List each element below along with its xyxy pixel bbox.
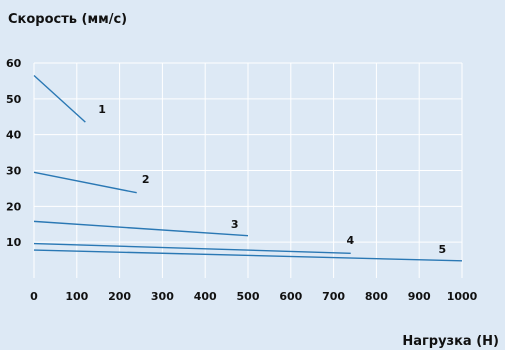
x-tick-label-5: 500 — [237, 290, 260, 303]
x-tick-label-4: 400 — [194, 290, 217, 303]
series-line-3 — [33, 220, 249, 237]
y-tick-label-5: 60 — [6, 57, 22, 70]
x-tick-label-8: 800 — [365, 290, 388, 303]
series-label-1: 1 — [98, 103, 106, 116]
y-tick-labels: 10 20 30 40 50 60 — [6, 57, 22, 249]
series-line-1 — [33, 75, 86, 123]
x-axis-label: Нагрузка (Н) — [402, 334, 499, 349]
y-axis-label: Скорость (мм/с) — [8, 12, 127, 27]
x-tick-labels: 0 100 200 300 400 500 600 700 800 900 1000 — [30, 290, 477, 303]
x-tick-label-0: 0 — [30, 290, 38, 303]
series-lines — [33, 75, 463, 262]
series-label-2: 2 — [142, 173, 150, 186]
x-tick-label-10: 1000 — [447, 290, 478, 303]
series-label-4: 4 — [346, 234, 354, 247]
x-tick-label-9: 900 — [408, 290, 431, 303]
y-tick-label-0: 10 — [6, 236, 22, 249]
series-label-5: 5 — [438, 243, 446, 256]
series-line-2 — [33, 171, 137, 194]
series-line-5 — [33, 249, 463, 262]
x-tick-label-6: 600 — [279, 290, 302, 303]
series-labels: 1 2 3 4 5 — [98, 103, 446, 256]
series-label-3: 3 — [231, 218, 239, 231]
series-line-4 — [33, 242, 351, 254]
y-tick-label-4: 50 — [6, 93, 22, 106]
y-tick-label-1: 20 — [6, 200, 22, 213]
x-tick-label-7: 700 — [322, 290, 345, 303]
x-tick-label-1: 100 — [65, 290, 88, 303]
gridlines — [33, 62, 463, 278]
x-tick-label-3: 300 — [151, 290, 174, 303]
y-tick-label-3: 40 — [6, 129, 22, 142]
y-tick-label-2: 30 — [6, 165, 22, 178]
x-tick-label-2: 200 — [108, 290, 131, 303]
